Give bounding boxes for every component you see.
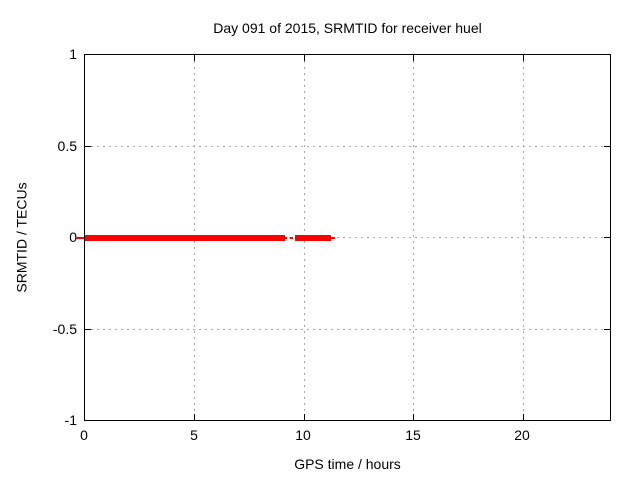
y-tick-label-neg1: -1: [64, 412, 77, 428]
y-tick-label-0: 0: [69, 229, 77, 245]
series-edge-tick: [76, 237, 84, 239]
x-tick-label-0: 0: [80, 427, 88, 443]
x-tick-mark-bottom-15: [413, 414, 414, 420]
x-tick-mark-bottom-5: [194, 414, 195, 420]
y-tick-label-neg0.5: -0.5: [52, 321, 77, 337]
gridline-y-neg0.5: [85, 329, 610, 330]
x-tick-mark-top-5: [194, 55, 195, 61]
series-gap-dashes: [284, 237, 296, 239]
plot-area: [76, 54, 611, 421]
series-segment-2: [295, 235, 331, 241]
x-tick-label-15: 15: [405, 427, 421, 443]
x-tick-mark-bottom-20: [523, 414, 524, 420]
y-tick-mark-right-0: [604, 237, 610, 238]
x-tick-mark-top-20: [523, 55, 524, 61]
chart-title: Day 091 of 2015, SRMTID for receiver hue…: [213, 20, 482, 36]
y-tick-mark-right-0.5: [604, 146, 610, 147]
y-tick-mark-left-0.5: [85, 146, 91, 147]
x-tick-mark-top-15: [413, 55, 414, 61]
y-tick-mark-left-neg0.5: [85, 329, 91, 330]
y-tick-label-1: 1: [69, 46, 77, 62]
x-tick-mark-bottom-10: [304, 414, 305, 420]
gridline-y-0: [85, 237, 610, 238]
series-segment-1: [85, 235, 285, 241]
x-tick-label-5: 5: [190, 427, 198, 443]
x-tick-label-10: 10: [295, 427, 311, 443]
x-tick-mark-top-10: [304, 55, 305, 61]
x-axis-label: GPS time / hours: [294, 456, 401, 472]
y-tick-mark-right-neg0.5: [604, 329, 610, 330]
gridline-y-0.5: [85, 146, 610, 147]
series-tail-dash: [331, 237, 335, 239]
y-tick-label-0.5: 0.5: [57, 138, 77, 154]
x-tick-label-20: 20: [514, 427, 530, 443]
